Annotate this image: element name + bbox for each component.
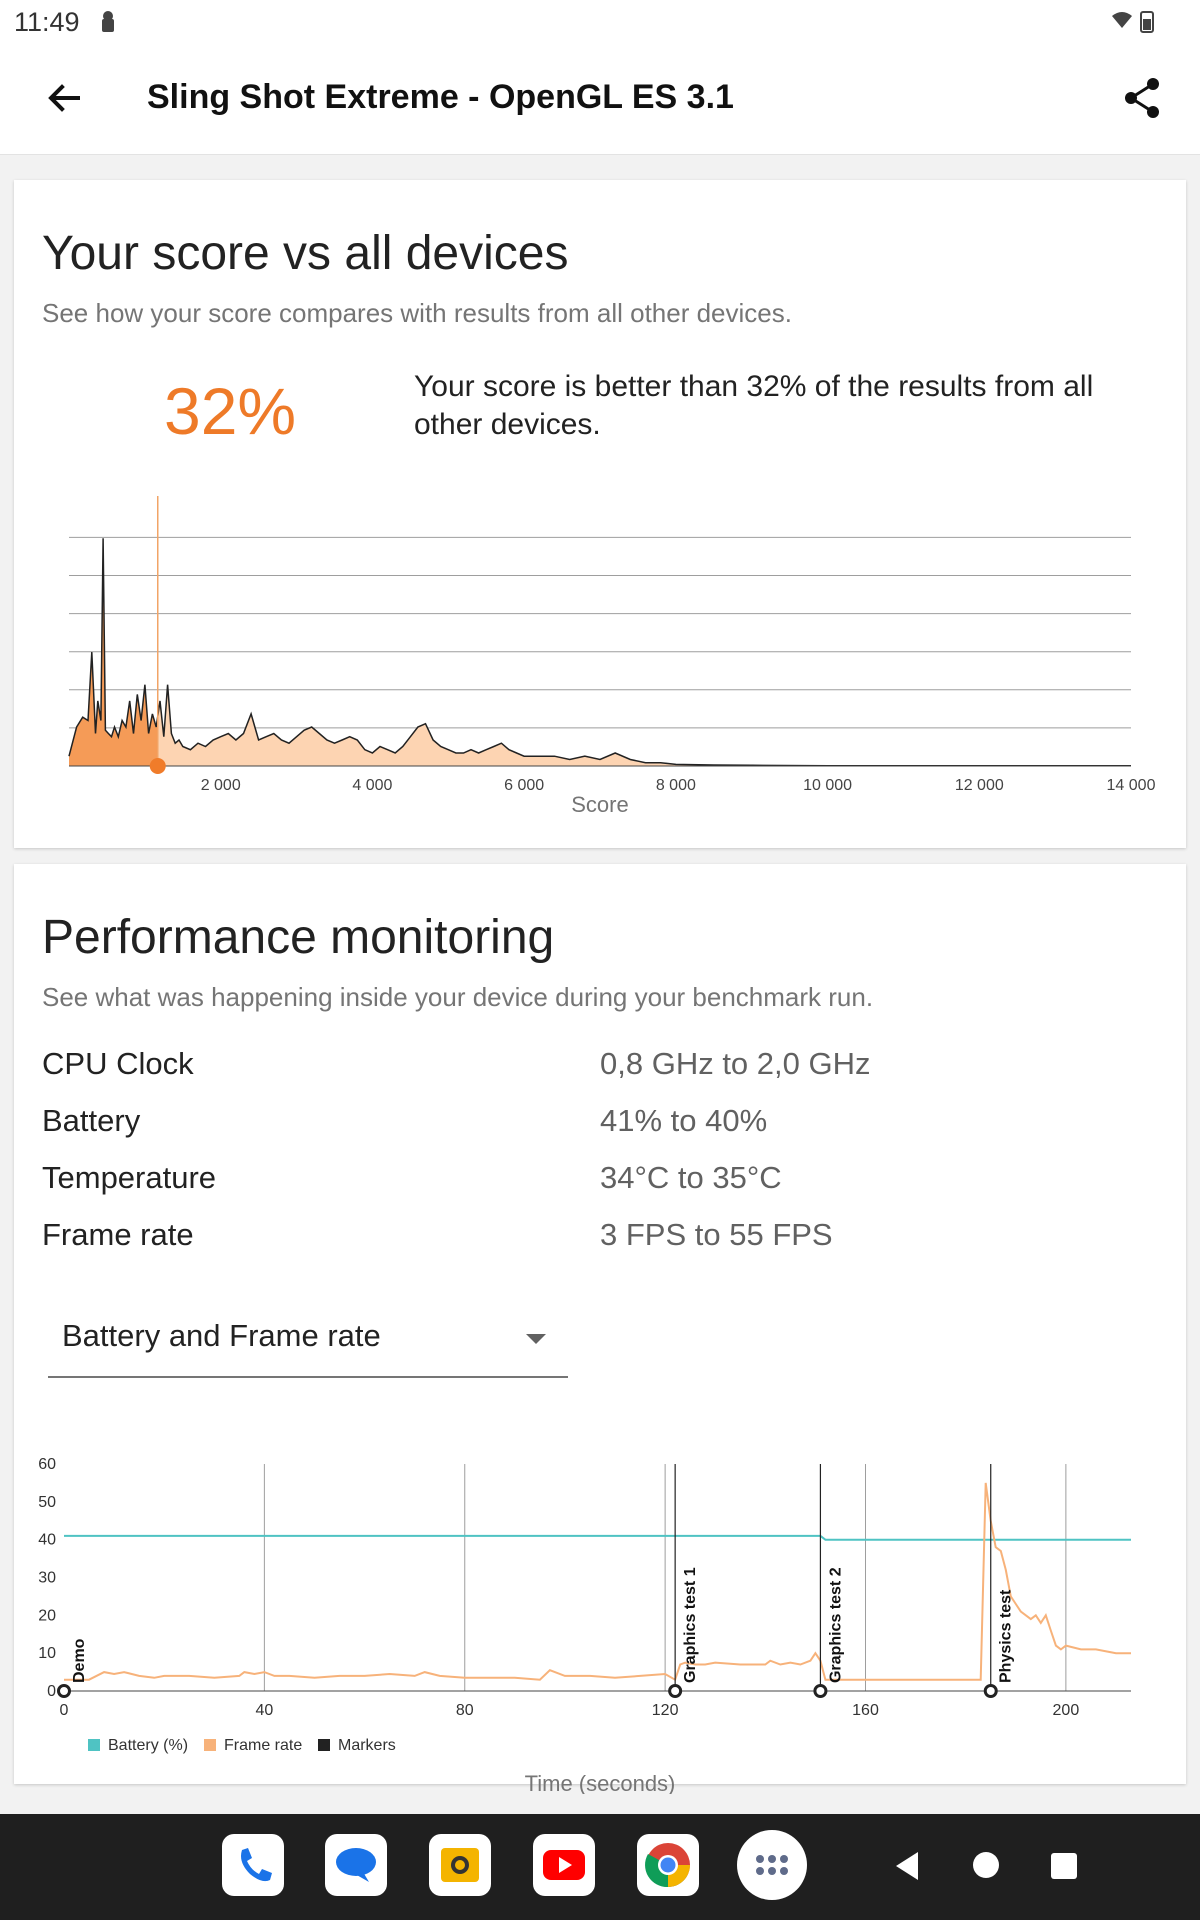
lock-icon <box>102 11 114 32</box>
score-card-subtitle: See how your score compares with results… <box>42 298 792 328</box>
score-percent: 32% <box>164 374 297 448</box>
frame-rate-label: Frame rate <box>42 1217 194 1252</box>
battery-framerate-chart: 0 10 20 30 40 50 60 0 40 80 120 160 200 Demo Graphics … <box>38 1456 1131 1794</box>
legend-swatch <box>318 1739 330 1751</box>
nav-recents-icon[interactable] <box>1050 1852 1078 1880</box>
x-axis-label: Time (seconds) <box>525 1771 676 1794</box>
x-tick-label: 6 000 <box>504 777 544 794</box>
frame-rate-value: 3 FPS to 55 FPS <box>600 1217 833 1252</box>
x-tick-label: 200 <box>1053 1702 1080 1719</box>
y-tick-label: 40 <box>38 1532 56 1549</box>
page-title: Sling Shot Extreme - OpenGL ES 3.1 <box>147 78 734 116</box>
x-tick-label: 8 000 <box>656 777 696 794</box>
marker-point <box>813 1684 828 1698</box>
marker-label: Graphics test 1 <box>682 1567 699 1683</box>
x-tick-label: 160 <box>852 1702 879 1719</box>
score-card-title: Your score vs all devices <box>42 227 569 280</box>
marker-point <box>983 1684 998 1698</box>
x-tick-label: 120 <box>652 1702 679 1719</box>
battery-label: Battery <box>42 1103 141 1138</box>
legend-label: Battery (%) <box>108 1737 188 1754</box>
marker-label: Physics test <box>998 1589 1015 1683</box>
legend-swatch <box>88 1739 100 1751</box>
youtube-app-icon[interactable] <box>533 1834 595 1896</box>
y-tick-label: 0 <box>47 1683 56 1700</box>
marker-point <box>57 1684 71 1698</box>
messages-app-icon[interactable] <box>325 1834 387 1896</box>
x-tick-label: 0 <box>60 1702 69 1719</box>
distribution-line <box>68 538 1131 767</box>
marker-label: Graphics test 2 <box>827 1567 844 1683</box>
app-drawer-icon[interactable] <box>737 1830 807 1900</box>
marker-point <box>668 1684 683 1698</box>
metric-select-dropdown[interactable]: Battery and Frame rate <box>48 1304 568 1378</box>
legend-label: Markers <box>338 1737 396 1754</box>
legend-label: Frame rate <box>224 1737 302 1754</box>
camera-app-icon[interactable] <box>429 1834 491 1896</box>
x-axis-label: Score <box>571 792 628 817</box>
x-tick-label: 80 <box>456 1702 474 1719</box>
cpu-clock-label: CPU Clock <box>42 1046 194 1081</box>
y-tick-label: 20 <box>38 1607 56 1624</box>
x-tick-label: 4 000 <box>352 777 392 794</box>
x-tick-label: 2 000 <box>201 777 241 794</box>
legend-swatch <box>204 1739 216 1751</box>
chrome-app-icon[interactable] <box>637 1834 699 1896</box>
y-tick-label: 50 <box>38 1494 56 1511</box>
y-tick-label: 30 <box>38 1570 56 1587</box>
phone-app-icon[interactable] <box>222 1834 284 1896</box>
system-nav-bar <box>0 1814 1200 1920</box>
distribution-area-below-score <box>69 538 158 766</box>
app-bar: Sling Shot Extreme - OpenGL ES 3.1 <box>0 44 1200 155</box>
x-tick-label: 12 000 <box>955 777 1004 794</box>
x-tick-label: 10 000 <box>803 777 852 794</box>
y-tick-label: 10 <box>38 1645 56 1662</box>
temperature-label: Temperature <box>42 1160 217 1195</box>
your-score-marker <box>149 758 166 774</box>
cpu-clock-value: 0,8 GHz to 2,0 GHz <box>600 1046 871 1081</box>
perf-card-title: Performance monitoring <box>42 911 555 964</box>
temperature-value: 34°C to 35°C <box>600 1160 782 1195</box>
status-bar: 11:49 <box>0 0 1200 44</box>
battery-series-line <box>64 1534 1131 1541</box>
dropdown-selected-value: Battery and Frame rate <box>62 1318 381 1353</box>
chevron-down-icon <box>526 1334 546 1344</box>
y-tick-label: 60 <box>38 1456 56 1473</box>
battery-value: 41% to 40% <box>600 1103 768 1138</box>
share-icon[interactable] <box>1122 76 1162 120</box>
wifi-battery-icon <box>1112 11 1154 33</box>
nav-back-icon[interactable] <box>892 1850 922 1882</box>
x-tick-label: 14 000 <box>1107 777 1156 794</box>
back-arrow-icon[interactable] <box>44 78 84 118</box>
marker-label: Demo <box>71 1638 88 1683</box>
x-tick-label: 40 <box>255 1702 273 1719</box>
frame-rate-series-line <box>64 1482 1131 1682</box>
score-distribution-chart: 2 000 4 000 6 000 8 000 10 000 12 000 14 000 Sc… <box>68 496 1156 817</box>
score-percent-description: Your score is better than 32% of the res… <box>414 370 1094 441</box>
nav-home-icon[interactable] <box>971 1850 1001 1880</box>
performance-monitoring-card: Performance monitoring See what was happ… <box>14 864 1186 1794</box>
perf-card-subtitle: See what was happening inside your devic… <box>42 982 874 1012</box>
score-comparison-card: Your score vs all devices See how your s… <box>14 180 1186 848</box>
status-time: 11:49 <box>14 7 80 37</box>
